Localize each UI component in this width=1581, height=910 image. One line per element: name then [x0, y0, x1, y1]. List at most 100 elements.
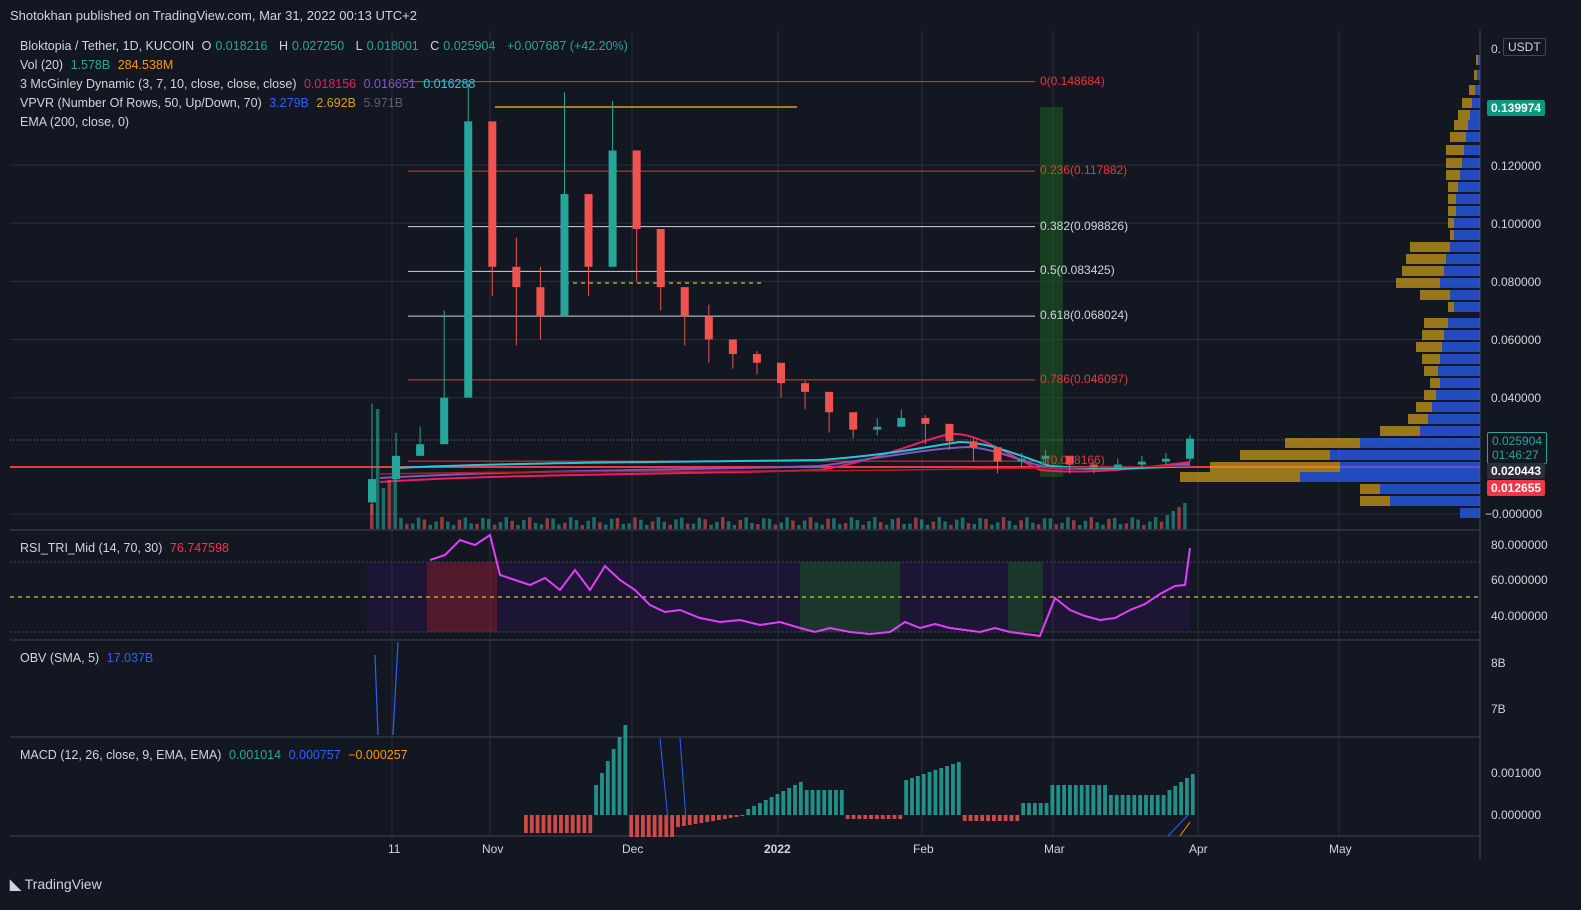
macd-histogram-bar: [886, 815, 891, 819]
macd-histogram-bar: [763, 800, 768, 815]
vpvr-down-bar: [1448, 206, 1456, 216]
vpvr-down-bar: [1424, 390, 1436, 400]
candle-body: [392, 455, 401, 480]
vpvr-up-bar: [1466, 132, 1480, 142]
macd-histogram-bar: [535, 815, 540, 833]
macd-histogram-bar: [810, 790, 815, 815]
vpvr-down-bar: [1446, 170, 1460, 180]
volume-bar: [604, 524, 608, 529]
volume-bar: [1077, 524, 1082, 529]
vpvr-up-bar: [1458, 182, 1480, 192]
macd-histogram-bar: [839, 790, 844, 815]
vpvr-up-bar: [1450, 242, 1480, 252]
obv-legend[interactable]: OBV (SMA, 5) 17.037B: [20, 651, 154, 665]
candle-body: [536, 287, 545, 317]
fib-label: 0(0.148684): [1040, 73, 1105, 88]
macd-histogram-bar: [664, 815, 669, 837]
volume-bar: [802, 520, 807, 529]
macd-histogram-bar: [974, 815, 979, 821]
candle-body: [1113, 464, 1122, 468]
ohlc-o: O 0.018216: [201, 39, 268, 53]
time-tick: Dec: [622, 842, 644, 856]
candle-body: [560, 194, 569, 317]
volume-bar: [551, 518, 555, 529]
price-tick-top: 0.: [1491, 42, 1502, 56]
macd-histogram-bar: [541, 815, 546, 833]
publisher-header: Shotokhan published on TradingView.com, …: [10, 8, 417, 23]
vpvr-up-bar: [1468, 120, 1480, 130]
macd-histogram-bar: [605, 761, 610, 815]
volume-bar: [896, 517, 900, 529]
vpvr-up-bar: [1475, 85, 1480, 95]
rsi-legend[interactable]: RSI_TRI_Mid (14, 70, 30) 76.747598: [20, 541, 229, 555]
obv-tick: 7B: [1491, 702, 1506, 716]
volume-bar: [721, 517, 725, 529]
volume-bar: [972, 523, 977, 529]
obv-line: [374, 641, 399, 736]
volume-bar: [1159, 521, 1164, 529]
vpvr-up-bar: [1450, 290, 1480, 300]
macd-histogram-bar: [1161, 795, 1166, 815]
volume-bar: [598, 522, 602, 529]
volume-bar: [691, 523, 696, 529]
vpvr-down-bar: [1402, 266, 1444, 276]
volume-bar: [463, 517, 468, 529]
vpvr-up-bar: [1454, 230, 1480, 240]
vpvr-up-bar: [1360, 438, 1480, 448]
time-tick: Nov: [482, 842, 504, 856]
vpvr-down-bar: [1424, 366, 1438, 376]
macd-histogram-bar: [1109, 795, 1113, 815]
vpvr-up-bar: [1432, 402, 1480, 412]
vpvr-down-bar: [1446, 145, 1464, 155]
vpvr-up-bar: [1428, 414, 1480, 424]
tradingview-logo[interactable]: ◣ TradingView: [10, 876, 102, 892]
volume-bar: [878, 521, 883, 529]
macd-histogram-bar: [939, 768, 944, 815]
vpvr-up-bar: [1340, 462, 1480, 472]
ema-legend[interactable]: EMA (200, close, 0): [20, 115, 130, 129]
macd-histogram-bar: [816, 790, 821, 815]
volume-bar: [375, 409, 380, 529]
vpvr-down-bar: [1410, 242, 1450, 252]
currency-button[interactable]: USDT: [1503, 38, 1546, 56]
macd-histogram-bar: [1132, 795, 1137, 815]
vpvr-up-bar: [1460, 170, 1480, 180]
volume-bar: [399, 517, 403, 529]
macd-histogram-bar: [635, 815, 639, 837]
volume-bar: [995, 522, 1000, 529]
volume-bar: [1136, 519, 1140, 529]
symbol-legend[interactable]: Bloktopia / Tether, 1D, KUCOIN O 0.018216…: [20, 39, 632, 53]
macd-histogram-bar: [775, 794, 780, 815]
macd-histogram-bar: [658, 815, 663, 837]
macd-histogram-bar: [564, 815, 569, 833]
vpvr-down-bar: [1448, 218, 1454, 228]
volume-bar: [861, 524, 865, 529]
target-zone: [1040, 107, 1063, 477]
vpvr-legend[interactable]: VPVR (Number Of Rows, 50, Up/Down, 70) 3…: [20, 96, 404, 110]
vol-legend[interactable]: Vol (20) 1.578B 284.538M: [20, 58, 174, 72]
macd-histogram-bar: [582, 815, 587, 833]
macd-histogram-bar: [769, 797, 774, 815]
volume-bar: [943, 521, 947, 529]
low-price-tag: 0.012655: [1487, 480, 1546, 496]
macd-histogram-bar: [1138, 795, 1143, 815]
candle-body: [608, 150, 617, 267]
candle-body: [488, 121, 497, 267]
macd-legend[interactable]: MACD (12, 26, close, 9, EMA, EMA) 0.0010…: [20, 748, 408, 762]
mcginley-legend[interactable]: 3 McGinley Dynamic (3, 7, 10, close, clo…: [20, 77, 476, 91]
candle-body: [704, 316, 713, 340]
macd-histogram-bar: [717, 815, 721, 820]
candle-body: [416, 444, 425, 456]
candle-body: [849, 412, 858, 430]
volume-bar: [990, 524, 994, 529]
macd-histogram-bar: [798, 782, 803, 815]
macd-histogram-bar: [1167, 790, 1172, 815]
vpvr-down-bar: [1240, 450, 1330, 460]
macd-histogram-bar: [711, 815, 715, 821]
volume-bar: [1042, 518, 1047, 529]
volume-bar: [1019, 520, 1023, 529]
volume-bar: [428, 524, 432, 529]
volume-bar: [410, 523, 415, 529]
volume-bar: [633, 517, 637, 529]
volume-bar: [1165, 515, 1170, 529]
